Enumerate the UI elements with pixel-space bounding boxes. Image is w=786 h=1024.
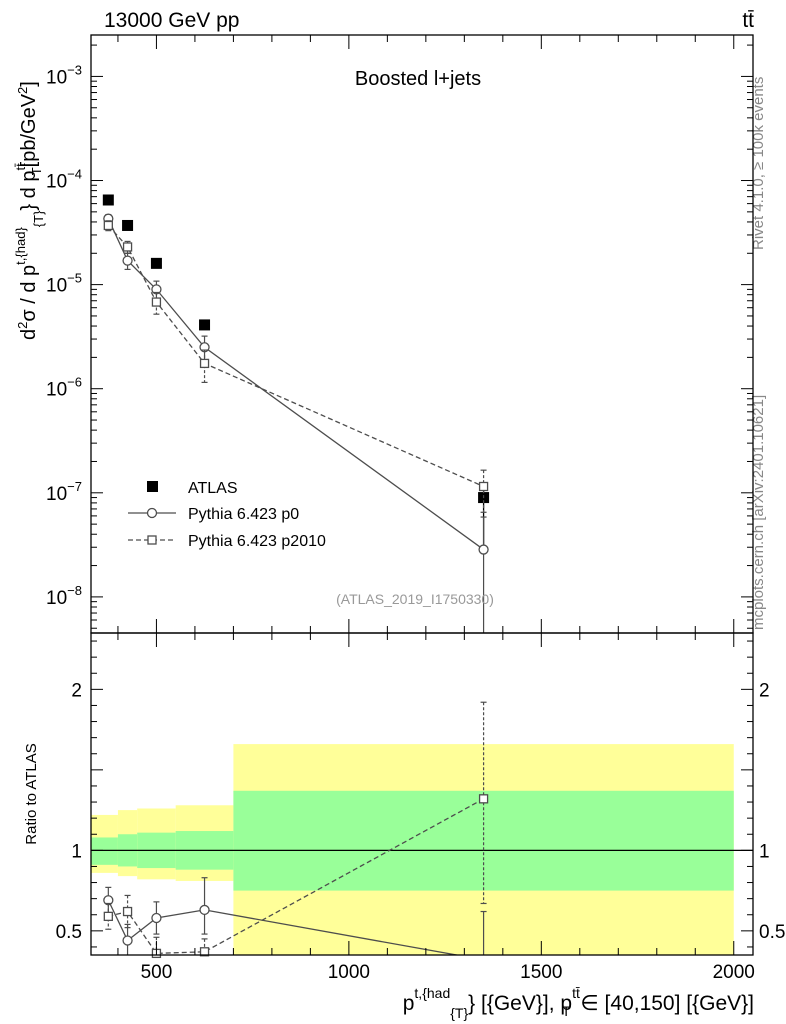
ratio-ytick-label-right-1: 1 (759, 841, 770, 862)
legend-label-atlas: ATLAS (188, 480, 238, 497)
p2010-point-0 (103, 220, 113, 231)
ratio-ytick-label-left-1: 1 (71, 841, 82, 862)
main-ytick-label-0: 10−8 (46, 583, 82, 609)
main-line-pythia-6-423-p2010 (107, 225, 484, 488)
p0-point-4 (478, 544, 489, 555)
ratio-p2010-point-4 (478, 794, 489, 804)
main-ytick-label-2: 10−6 (46, 375, 82, 401)
main-ytick-label-5: 10−3 (46, 62, 82, 88)
ratio-p2010-point-3 (199, 947, 210, 957)
main-ylabel: d2σ / d pt,{had}{T}} d ptt̄T[pb/GeV2] (13, 81, 46, 340)
main-ytick-label-4: 10−4 (46, 167, 82, 193)
legend-marker-atlas (147, 481, 158, 492)
ratio-ytick-label-right-2: 2 (759, 680, 770, 701)
mcplots-label: mcplots.cern.ch [arXiv:2401.10621] (750, 395, 767, 630)
p0-point-1 (122, 255, 133, 266)
band-stat-4 (233, 790, 734, 891)
ratio-ytick-label-left-2: 2 (71, 680, 82, 701)
ratio-ytick-label-right-0: 0.5 (759, 922, 785, 943)
ratio-frame (90, 632, 754, 956)
legend-label-p2010: Pythia 6.423 p2010 (188, 533, 326, 550)
legend-marker-p0 (146, 507, 158, 519)
atlas-point-0 (102, 194, 114, 206)
ratio-uncertainty-bands (91, 744, 734, 955)
ratio-p0-point-3 (199, 904, 210, 916)
axes: 10−8 10−7 10−6 10−5 10−4 10−3 0.5 0.5 1 1 2 2 500 100… (46, 34, 785, 983)
main-panel (102, 194, 490, 633)
xtick-label-2: 1500 (520, 962, 562, 983)
ratio-p0-point-1 (122, 935, 133, 946)
main-line-pythia-6-423-p0 (107, 218, 484, 551)
legend-marker-p2010 (147, 535, 157, 545)
band-stat-0 (91, 837, 118, 865)
atlas-point-2 (150, 257, 162, 269)
legend-label-p0: Pythia 6.423 p0 (188, 506, 299, 523)
ratio-p2010-point-1 (122, 906, 133, 917)
header-energy-label: 13000 GeV pp (104, 9, 239, 32)
p2010-point-3 (199, 358, 210, 369)
header-process-label: tt̄ (742, 9, 754, 32)
xtick-label-0: 500 (141, 962, 173, 983)
ratio-ylabel: Ratio to ATLAS (23, 743, 40, 844)
analysis-id-label: (ATLAS_2019_I1750330) (336, 591, 494, 607)
legend: ATLAS Pythia 6.423 p0 Pythia 6.423 p2010 (128, 480, 326, 550)
p2010-point-2 (151, 297, 162, 307)
p2010-point-1 (122, 242, 133, 252)
main-ytick-label-1: 10−7 (46, 479, 82, 505)
atlas-point-3 (199, 319, 211, 331)
xtick-label-3: 2000 (713, 962, 755, 983)
ratio-ytick-label-left-0: 0.5 (56, 922, 82, 943)
ratio-line-2 (108, 798, 484, 955)
ratio-p0-point-2 (151, 912, 162, 924)
x-axis-label: pt,{had{T}} [{GeV}], ptt̄ T ∈ [40,150] [{G… (403, 985, 754, 1021)
plot-title: Boosted l+jets (355, 68, 481, 90)
ratio-p2010-point-0 (103, 911, 113, 922)
p2010-point-4 (478, 481, 489, 492)
atlas-point-1 (122, 219, 134, 231)
xtick-label-1: 1000 (328, 962, 370, 983)
main-ytick-label-3: 10−5 (46, 271, 82, 297)
rivet-version-label: Rivet 4.1.0, ≥ 100k events (750, 77, 767, 250)
